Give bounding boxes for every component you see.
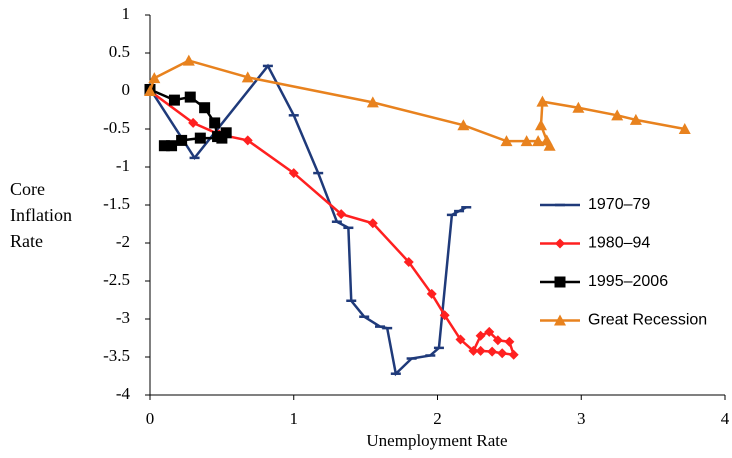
- y-tick-label: 0: [122, 80, 131, 99]
- data-point: [168, 94, 180, 106]
- data-point: [184, 91, 196, 103]
- data-point: [166, 140, 178, 152]
- data-point: [475, 345, 486, 356]
- data-point: [484, 326, 495, 337]
- y-tick-label: -1: [116, 156, 130, 175]
- data-point: [242, 135, 253, 146]
- x-tick-label: 0: [146, 409, 155, 428]
- x-tick-label: 3: [577, 409, 586, 428]
- y-tick-label: -3: [116, 308, 130, 327]
- y-tick-label: -2: [116, 232, 130, 251]
- y-tick-label: 0.5: [109, 42, 130, 61]
- data-point: [194, 132, 206, 144]
- y-tick-label: -4: [116, 384, 131, 403]
- y-tick-label: -1.5: [103, 194, 130, 213]
- data-point: [520, 135, 533, 147]
- data-point: [188, 117, 199, 128]
- data-point: [629, 113, 642, 125]
- data-point: [426, 288, 437, 299]
- data-point: [367, 218, 378, 229]
- legend-marker: [555, 238, 565, 249]
- x-tick-label: 2: [433, 409, 442, 428]
- data-point: [158, 140, 170, 152]
- x-axis-label: Unemployment Rate: [366, 431, 507, 450]
- data-point: [468, 345, 479, 356]
- series-line: [148, 63, 467, 377]
- data-point: [439, 310, 450, 321]
- data-point: [176, 134, 188, 146]
- legend-label: 1970–79: [588, 196, 650, 213]
- y-axis-label: Core Inflation Rate: [10, 179, 72, 251]
- data-point: [572, 101, 585, 113]
- legend-label: Great Recession: [588, 312, 707, 329]
- data-point: [199, 102, 211, 114]
- legend-marker: [554, 276, 566, 288]
- data-point: [144, 85, 156, 96]
- y-tick-label: -2.5: [103, 270, 130, 289]
- data-point: [611, 109, 624, 121]
- data-point: [366, 96, 379, 108]
- data-point: [536, 95, 549, 107]
- data-point: [497, 348, 508, 359]
- x-tick-label: 4: [721, 409, 730, 428]
- data-point: [455, 334, 466, 345]
- y-tick-label: -0.5: [103, 118, 130, 137]
- data-point: [508, 349, 519, 360]
- data-point: [535, 119, 547, 131]
- data-point: [241, 71, 254, 83]
- data-point: [504, 336, 515, 347]
- data-point: [532, 135, 545, 147]
- data-point: [475, 330, 486, 341]
- legend-label: 1995–2006: [588, 273, 668, 290]
- data-point: [182, 54, 195, 66]
- legend-label: 1980–94: [588, 235, 650, 252]
- data-point: [288, 168, 299, 179]
- data-point: [678, 123, 691, 134]
- data-point: [540, 134, 553, 146]
- data-point: [148, 72, 161, 84]
- data-point: [336, 209, 347, 220]
- series-line: [149, 89, 516, 357]
- data-point: [209, 117, 221, 129]
- x-tick-label: 1: [290, 409, 299, 428]
- data-point: [216, 132, 228, 144]
- data-point: [500, 135, 513, 147]
- data-point: [492, 335, 503, 346]
- y-tick-label: -3.5: [103, 346, 130, 365]
- data-point: [457, 119, 470, 131]
- data-point: [487, 346, 498, 357]
- data-point: [403, 257, 414, 267]
- legend-marker: [554, 314, 566, 326]
- y-tick-label: 1: [122, 4, 131, 23]
